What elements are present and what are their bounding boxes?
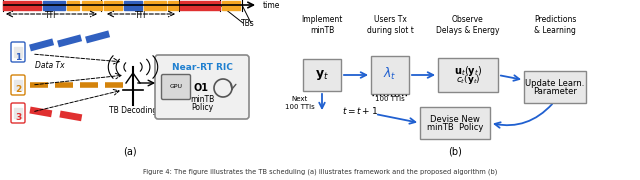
FancyBboxPatch shape [161,75,191,100]
Text: Predictions
& Learning: Predictions & Learning [534,15,576,35]
Text: $\mathbf{y}_t$: $\mathbf{y}_t$ [315,68,329,82]
Text: Observe
Delays & Energy: Observe Delays & Energy [436,15,500,35]
Text: time: time [263,1,280,10]
Text: Near-RT RIC: Near-RT RIC [172,64,232,73]
FancyBboxPatch shape [11,42,25,62]
Text: (b): (b) [448,147,462,157]
Text: 3: 3 [15,114,21,123]
Text: 1: 1 [15,53,21,62]
Text: Parameter: Parameter [533,87,577,96]
Text: O1: O1 [193,83,209,93]
Bar [222,1,240,10]
Bar [180,1,220,10]
Text: 100 TTIs: 100 TTIs [375,96,405,102]
Text: Implement
minTB: Implement minTB [301,15,342,35]
Text: TBs: TBs [241,19,255,28]
Text: GPU: GPU [170,84,182,89]
Text: Devise New: Devise New [430,114,480,123]
FancyBboxPatch shape [11,75,25,95]
Text: Next
100 TTIs: Next 100 TTIs [285,96,315,110]
Bar [67,1,79,10]
Bar [104,1,122,10]
Text: $\mathbf{u}_t(\mathbf{y}_t)$: $\mathbf{u}_t(\mathbf{y}_t)$ [454,64,482,78]
Text: TTI: TTI [135,11,147,20]
Text: TB Decoding: TB Decoding [109,106,157,115]
Text: Policy: Policy [191,103,213,112]
Text: $\lambda_t$: $\lambda_t$ [383,66,397,82]
Text: minTB: minTB [190,95,214,104]
Bar [3,1,41,10]
Text: TTI: TTI [45,11,57,20]
Bar [14,80,22,89]
FancyBboxPatch shape [420,107,490,139]
Text: (a): (a) [123,147,137,157]
FancyBboxPatch shape [155,55,249,119]
Bar [14,46,22,57]
Bar [144,1,166,10]
Bar [82,1,102,10]
Text: Update Learn.: Update Learn. [525,78,585,87]
Text: Users Tx
during slot t: Users Tx during slot t [367,15,413,35]
Text: Data Tx: Data Tx [35,61,65,70]
FancyBboxPatch shape [524,71,586,103]
FancyBboxPatch shape [11,103,25,123]
Bar [168,1,178,10]
Bar [43,1,65,10]
FancyBboxPatch shape [438,58,498,92]
Text: $c_t(\mathbf{y}_t)$: $c_t(\mathbf{y}_t)$ [456,73,480,86]
Bar [124,1,142,10]
Text: minTB  Policy: minTB Policy [427,123,483,132]
FancyBboxPatch shape [371,56,409,94]
Bar [14,107,22,118]
Text: $t=t+1$: $t=t+1$ [342,105,378,116]
Text: 2: 2 [15,86,21,94]
FancyBboxPatch shape [303,59,341,91]
Text: Figure 4: The figure illustrates the TB scheduling (a) illustrates framework and: Figure 4: The figure illustrates the TB … [143,169,497,175]
